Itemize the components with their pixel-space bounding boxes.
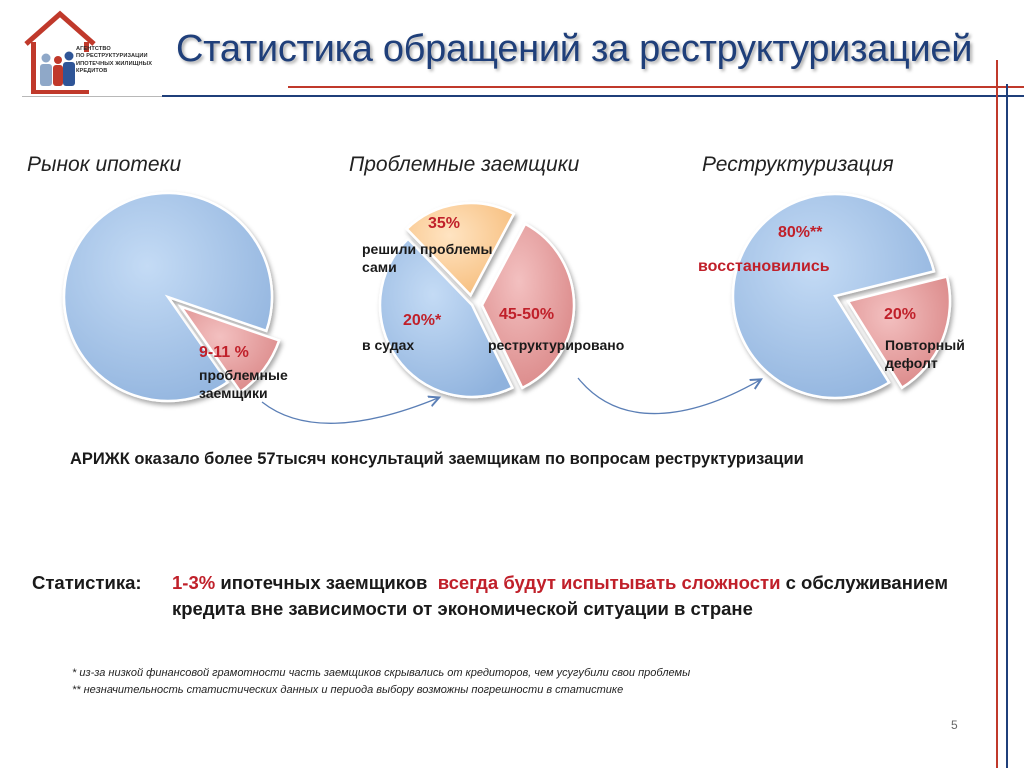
agency-logo xyxy=(24,10,96,94)
redefault-pct: 20% xyxy=(884,306,917,323)
pie-1-slice-1 xyxy=(62,191,274,403)
statistics-part2: с обслуживанием кредита вне зависимости … xyxy=(172,572,949,619)
logo-line-4: КРЕДИТОВ xyxy=(76,67,108,74)
courts-pct: 20%* xyxy=(403,312,442,329)
market-problem-text-1: проблемные xyxy=(199,367,288,383)
logo-text: АГЕНТСТВО ПО РЕСТРУКТУРИЗАЦИИ ИПОТЕЧНЫХ … xyxy=(76,46,152,75)
pie-3-slice-1 xyxy=(731,192,936,400)
market-problem-text-2: заемщики xyxy=(199,385,268,401)
footnote-2: ** незначительность статистических данны… xyxy=(72,684,623,696)
statistics-label: Статистика: xyxy=(32,572,142,593)
pie-2-slice-2 xyxy=(378,237,515,399)
red-rule-horizontal xyxy=(288,86,1024,88)
arrow-problem-to-restructuring xyxy=(577,377,760,415)
section-market-heading: Рынок ипотеки xyxy=(27,153,182,176)
statistics-body: 1-3% ипотечных заемщиков всегда будут ис… xyxy=(172,570,992,622)
redefault-text-1: Повторный xyxy=(885,337,965,353)
recovered-pct: 80%** xyxy=(778,224,823,241)
pie-1-slice-2 xyxy=(177,304,281,394)
market-problem-text: проблемные заемщики xyxy=(199,366,288,402)
pie-3-slice-2 xyxy=(846,275,952,390)
arrow-market-to-problem xyxy=(261,398,438,424)
restructured-pct: 45-50% xyxy=(499,306,555,323)
pies-group xyxy=(62,191,952,403)
page-number: 5 xyxy=(951,718,958,732)
restructured-text: реструктурировано xyxy=(488,337,625,353)
blue-rule-vertical xyxy=(1006,84,1008,768)
footnote-1: * из-за низкой финансовой грамотности ча… xyxy=(72,667,690,679)
red-rule-vertical xyxy=(996,60,998,768)
statistics-pct: 1-3% xyxy=(172,572,216,593)
section-restructuring-heading: Реструктуризация xyxy=(702,153,894,176)
logo-line-1: АГЕНТСТВО xyxy=(76,46,111,52)
consultations-text: АРИЖК оказало более 57тысяч консультаций… xyxy=(70,450,804,468)
footnote-2-text: незначительность статистических данных и… xyxy=(83,684,624,696)
redefault-text: Повторный дефолт xyxy=(885,336,965,372)
solved-text-1: решили проблемы xyxy=(362,241,493,257)
solved-pct: 35% xyxy=(428,215,461,232)
logo-line-2: ПО РЕСТРУКТУРИЗАЦИИ xyxy=(76,53,148,60)
redefault-text-2: дефолт xyxy=(885,355,938,371)
footnote-1-text: из-за низкой финансовой грамотности част… xyxy=(79,667,691,679)
recovered-text: восстановились xyxy=(698,258,830,275)
pie-2-slice-1 xyxy=(480,222,576,390)
page-title: Статистика обращений за реструктуризацие… xyxy=(176,28,973,70)
logo-line-3: ИПОТЕЧНЫХ ЖИЛИЩНЫХ xyxy=(76,60,153,67)
statistics-highlight: всегда будут испытывать сложности xyxy=(437,572,781,593)
courts-text: в судах xyxy=(362,337,415,353)
solved-text: решили проблемы сами xyxy=(362,240,492,276)
pie-2-slice-3 xyxy=(404,201,516,298)
section-problem-heading: Проблемные заемщики xyxy=(349,153,580,176)
market-problem-pct: 9-11 % xyxy=(199,344,249,361)
logo-divider xyxy=(22,96,162,97)
solved-text-2: сами xyxy=(362,259,397,275)
title-rule xyxy=(162,95,1024,97)
statistics-part1: ипотечных заемщиков xyxy=(220,572,428,593)
footnote-1-mark: * xyxy=(72,667,77,679)
footnote-2-mark: ** xyxy=(72,684,81,696)
